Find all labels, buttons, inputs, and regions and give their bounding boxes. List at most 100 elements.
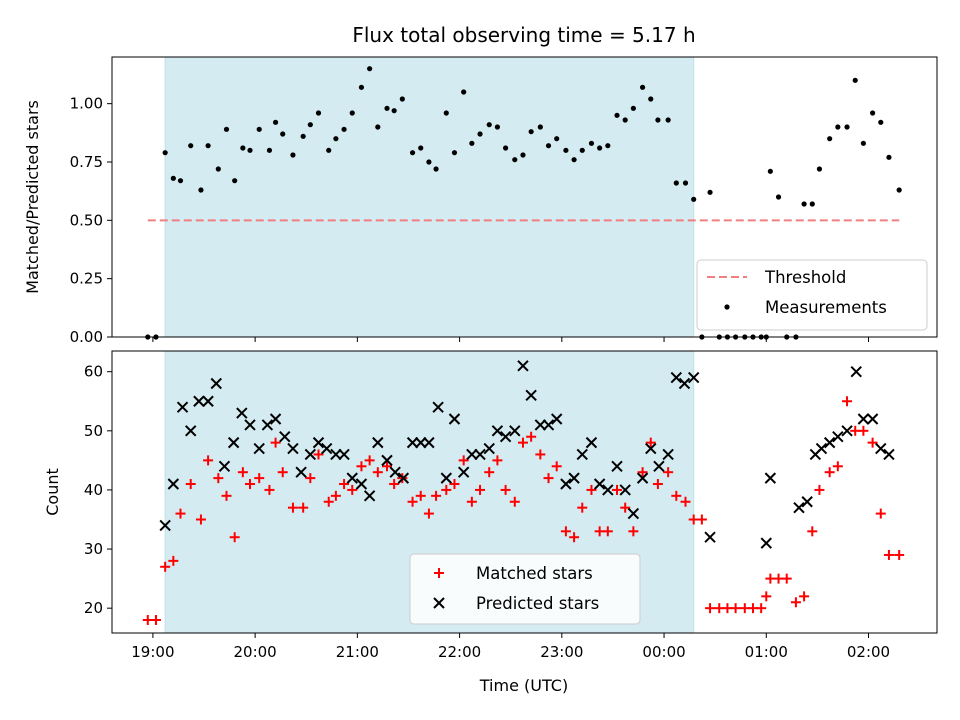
predicted-star-point (678, 377, 691, 390)
measurement-point (648, 96, 654, 102)
predicted-x-b (823, 436, 836, 449)
predicted-star-point (295, 466, 307, 478)
predicted-star-point (372, 436, 384, 449)
measurement-point (451, 150, 458, 156)
matched-star-point (781, 573, 792, 584)
measurement-point (266, 147, 273, 153)
predicted-star-point (269, 413, 282, 425)
measurement-point (896, 187, 902, 193)
matched-star-point (287, 502, 298, 513)
y-tick-label: 1.00 (70, 95, 103, 113)
predicted-star-point (866, 413, 879, 425)
x-tick-label: 02:00 (847, 643, 890, 661)
predicted-star-point (415, 436, 427, 449)
predicted-star-point (389, 466, 401, 478)
matched-star-point (645, 437, 656, 448)
predicted-x-b (841, 425, 853, 437)
predicted-x-b (760, 537, 772, 549)
measurement-point (443, 110, 449, 116)
matched-star-point (372, 467, 383, 478)
matched-star-point (799, 591, 810, 602)
predicted-star-point (279, 431, 291, 443)
measurement-point (177, 178, 184, 184)
measurement-point (563, 147, 569, 153)
matched-star-point (277, 467, 288, 478)
matched-star-point (415, 490, 426, 501)
legend-predicted-label: Predicted stars (476, 594, 599, 613)
ratio-y-axis-label: Matched/Predicted stars (23, 100, 42, 294)
matched-star-point (347, 484, 358, 495)
predicted-x-b (534, 419, 547, 431)
measurement-point (597, 145, 603, 151)
measurement-point (537, 124, 543, 130)
predicted-star-point (619, 484, 631, 496)
predicted-star-point (602, 484, 614, 496)
measurement-point (433, 166, 439, 172)
matched-star-point (620, 502, 631, 513)
predicted-star-point (457, 466, 470, 478)
measurement-point (409, 150, 416, 156)
predicted-star-point (801, 496, 813, 508)
measurement-point (571, 157, 577, 163)
measurement-point (682, 180, 689, 186)
matched-star-point (637, 467, 648, 478)
predicted-x-b (670, 371, 683, 384)
measurement-point (655, 117, 661, 123)
measurement-point (614, 112, 620, 118)
measurement-point (300, 133, 306, 139)
predicted-star-point (517, 360, 529, 372)
predicted-star-point (193, 395, 205, 407)
measurement-point (290, 152, 296, 158)
matched-star-point (883, 549, 894, 560)
matched-star-point (551, 461, 562, 472)
measurement-point (707, 189, 713, 195)
predicted-x-b (568, 472, 580, 484)
measurement-point (188, 143, 194, 149)
measurement-point (512, 157, 518, 163)
predicted-x-b (517, 360, 529, 372)
matched-star-point (160, 561, 171, 572)
predicted-star-point (560, 478, 572, 490)
predicted-x-b (167, 478, 180, 490)
predicted-star-point (363, 490, 376, 502)
measurement-point (486, 122, 492, 128)
predicted-star-point (355, 478, 368, 490)
y-tick-label: 20 (84, 599, 103, 617)
ratio-y-ticks: 0.00 0.25 0.50 0.75 1.00 (70, 95, 112, 346)
predicted-x-b (279, 431, 291, 443)
predicted-star-point (534, 419, 547, 431)
predicted-x-b (619, 484, 631, 496)
measurement-point (247, 147, 253, 153)
matched-star-point (431, 490, 442, 501)
predicted-star-point (704, 531, 716, 543)
matched-star-point (652, 479, 663, 490)
predicted-star-point (227, 436, 240, 449)
x-tick-label: 00:00 (642, 643, 685, 661)
predicted-x-b (363, 490, 376, 502)
matched-star-point (790, 597, 801, 608)
measurement-point (391, 108, 397, 114)
predicted-x-b (176, 401, 189, 413)
matched-star-point (696, 514, 707, 525)
measurement-point (162, 150, 168, 156)
y-tick-label: 40 (84, 481, 103, 499)
measurement-point (367, 66, 373, 72)
predicted-star-point (593, 478, 606, 490)
matched-star-point (535, 449, 546, 460)
predicted-x-b (372, 436, 384, 449)
predicted-x-b (499, 431, 512, 443)
predicted-star-point (483, 442, 495, 455)
predicted-x-b (448, 413, 461, 425)
matched-star-point (264, 484, 275, 495)
predicted-x-b (875, 442, 887, 455)
measurement-point (426, 159, 432, 165)
predicted-x-b (678, 377, 691, 390)
predicted-x-b (202, 395, 214, 407)
predicted-star-point (815, 442, 828, 455)
predicted-x-b (338, 448, 350, 461)
matched-star-point (824, 467, 835, 478)
predicted-x-b (866, 413, 879, 425)
matched-star-point (612, 484, 623, 495)
measurement-point (349, 110, 355, 116)
